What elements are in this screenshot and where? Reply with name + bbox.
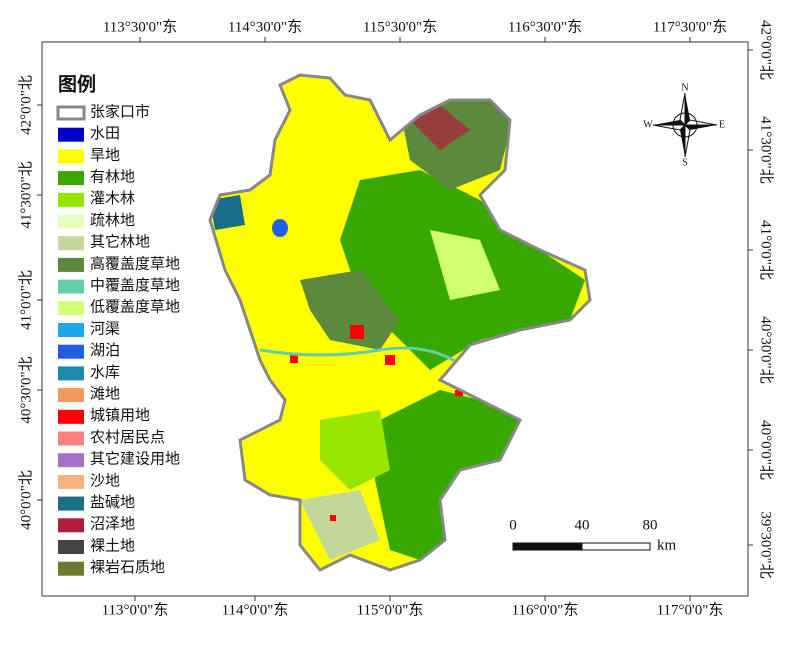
legend-swatch: [58, 257, 84, 272]
compass-s: S: [682, 157, 688, 168]
legend-swatch: [58, 409, 84, 424]
scale-unit: km: [657, 537, 677, 553]
legend-label: 其它林地: [90, 233, 150, 251]
lon-label: 117°0'0"东: [657, 601, 724, 618]
legend-swatch: [58, 171, 84, 186]
lat-label: 41°0'0"北: [758, 220, 775, 280]
scale-label: 0: [509, 517, 517, 533]
legend-swatch: [58, 496, 84, 511]
legend-swatch: [58, 453, 84, 468]
legend-label: 裸岩石质地: [90, 559, 165, 576]
legend-label: 水库: [90, 364, 120, 381]
legend-label: 裸土地: [90, 537, 135, 554]
legend-swatch: [58, 301, 84, 316]
legend-label: 中覆盖度草地: [90, 277, 180, 294]
lat-label: 42°0'0"北: [17, 75, 34, 135]
lon-label: 115°0'0"东: [357, 601, 424, 618]
legend-label: 湖泊: [90, 342, 120, 359]
lat-label: 40°30'0"北: [758, 316, 775, 383]
legend-swatch: [58, 127, 84, 142]
scale-bar: 0 40 80 km: [509, 517, 676, 553]
legend-swatch: [58, 149, 84, 164]
lon-label: 116°0'0"东: [512, 601, 579, 618]
legend-label: 滩地: [90, 386, 120, 403]
legend-label: 有林地: [90, 169, 135, 186]
legend-swatch: [58, 344, 84, 359]
legend-swatch: [58, 366, 84, 381]
north-arrow: N S E W: [643, 82, 725, 168]
lon-label: 117°30'0"东: [653, 18, 727, 35]
compass-n: N: [681, 82, 688, 93]
lon-label: 113°30'0"东: [103, 18, 177, 35]
lon-label: 113°0'0"东: [102, 601, 169, 618]
legend-label: 低覆盖度草地: [90, 299, 180, 316]
legend-label: 盐碱地: [90, 494, 135, 511]
legend-label: 其它建设用地: [90, 450, 180, 468]
legend-swatch: [58, 279, 84, 294]
legend-swatch: [58, 192, 84, 207]
scale-label: 80: [643, 517, 658, 533]
legend-label: 沙地: [90, 472, 120, 489]
compass-w: W: [643, 119, 653, 130]
legend-label: 水田: [90, 125, 120, 142]
lon-label: 114°30'0"东: [228, 18, 302, 35]
lat-label: 42°0'0"北: [758, 20, 775, 80]
legend-label: 沼泽地: [90, 516, 135, 533]
lon-label: 116°30'0"东: [508, 18, 582, 35]
lon-label: 115°30'0"东: [363, 18, 437, 35]
lat-label: 39°30'0"北: [758, 511, 775, 578]
legend-label: 旱地: [90, 147, 120, 164]
legend-label: 疏林地: [90, 212, 135, 229]
legend-label: 农村居民点: [90, 429, 165, 446]
legend-swatch: [58, 540, 84, 554]
legend-swatch: [58, 388, 84, 403]
legend-swatch: [58, 474, 84, 489]
lat-label: 40°30'0"北: [17, 356, 34, 423]
legend-swatch: [58, 323, 84, 337]
city-boundary: [208, 73, 592, 572]
legend-swatch: [58, 236, 84, 251]
lat-label: 40°0'0"北: [758, 420, 775, 480]
lat-label: 40°0'0"北: [17, 470, 34, 530]
legend-label: 张家口市: [90, 103, 150, 120]
legend-swatch: [58, 214, 84, 229]
legend-label: 高覆盖度草地: [90, 255, 180, 272]
legend-swatch: [58, 518, 84, 533]
legend-title: 图例: [58, 72, 96, 95]
legend-swatch: [58, 561, 84, 576]
legend-label: 河渠: [90, 320, 120, 337]
legend-swatch: [58, 431, 84, 446]
legend-label: 灌木林: [90, 190, 135, 207]
lon-label: 114°0'0"东: [222, 601, 289, 618]
lat-label: 41°0'0"北: [17, 270, 34, 330]
scale-label: 40: [575, 517, 590, 533]
legend-label: 城镇用地: [90, 407, 150, 424]
legend-swatch: [56, 105, 86, 121]
lat-label: 41°30'0"北: [758, 116, 775, 183]
lat-label: 41°30'0"北: [17, 161, 34, 228]
compass-e: E: [719, 119, 725, 130]
